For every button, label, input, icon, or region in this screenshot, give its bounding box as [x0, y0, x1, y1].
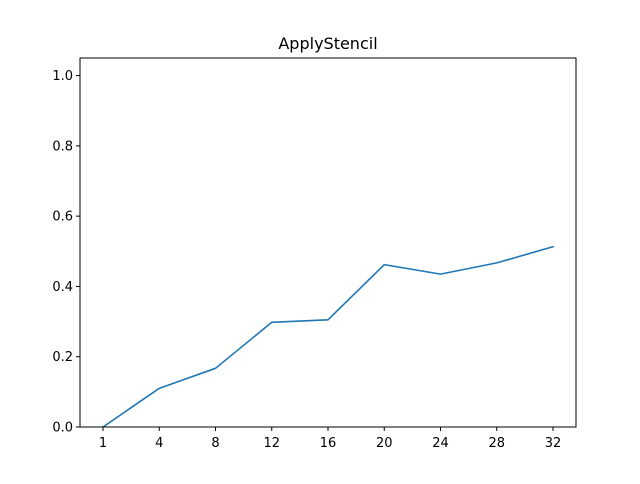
y-tick-label-5: 1.0: [52, 69, 73, 84]
plot-area: 1 4 8 12 16 20 24 28 32 0.0 0.2 0.4 0.6 0.8 1.0: [52, 57, 577, 451]
x-tick-label-2: 8: [211, 436, 219, 451]
plot-frame: [79, 57, 577, 428]
y-tick-label-4: 0.8: [52, 139, 73, 154]
x-tick-label-8: 32: [545, 436, 562, 451]
chart-title: ApplyStencil: [278, 34, 377, 53]
y-tick-label-1: 0.2: [52, 350, 73, 365]
x-tick-label-0: 1: [99, 436, 107, 451]
y-tick-label-2: 0.4: [52, 280, 73, 295]
y-tick-label-0: 0.0: [52, 421, 73, 436]
y-tick-label-3: 0.6: [52, 210, 73, 225]
series-line-0: [101, 245, 554, 429]
x-tick-label-4: 16: [320, 436, 337, 451]
x-tick-label-5: 20: [376, 436, 393, 451]
x-tick-label-3: 12: [263, 436, 280, 451]
x-tick-label-7: 28: [488, 436, 505, 451]
x-tick-label-6: 24: [432, 436, 449, 451]
x-tick-label-1: 4: [155, 436, 163, 451]
